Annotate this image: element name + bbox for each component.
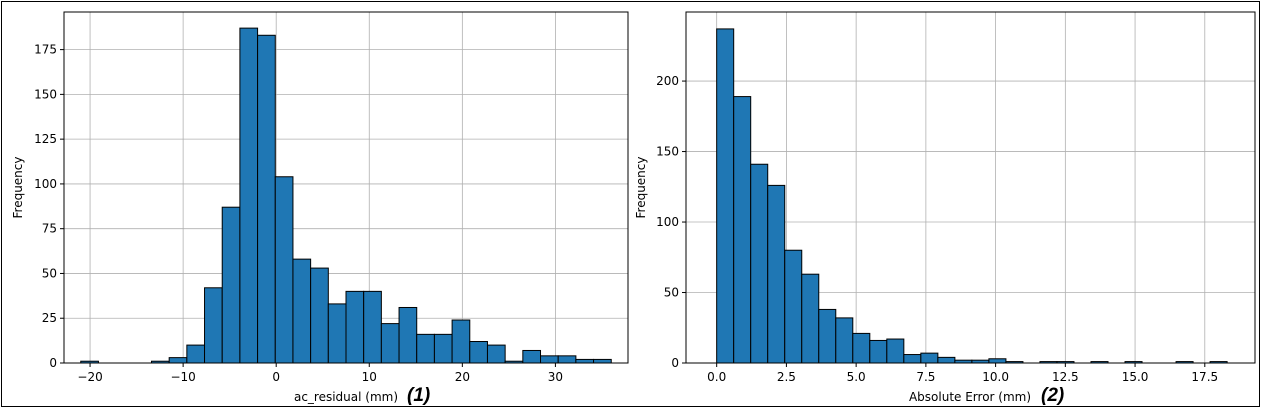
histogram-bar [327,303,347,364]
y-tick-label: 0 [49,356,57,370]
histogram-bar [988,358,1007,364]
histogram-bar [733,96,752,364]
histogram-bar [937,356,956,364]
histogram-bar [345,290,365,364]
histogram-bar [920,352,939,364]
panel-label-1: (1) [407,385,430,406]
histogram-bar [239,27,259,364]
bars-residual [80,27,612,364]
histogram-bar [750,163,769,364]
histogram-bar [380,323,400,364]
x-tick-label: 15.0 [1122,370,1149,384]
x-tick-label: 5.0 [847,370,866,384]
histogram-bar [852,332,871,364]
x-axis-label-absolute-error: Absolute Error (mm) [909,390,1031,404]
x-tick-label: 0 [272,370,280,384]
y-tick-label: 100 [656,215,679,229]
x-tick-label: −10 [170,370,195,384]
axes-frame-residual [63,11,629,364]
y-tick-label: 50 [42,266,57,280]
histogram-bar [575,358,595,364]
histogram-residual: −20 −10 0 10 20 30 0 25 50 75 100 125 150 175 ac_res… [11,11,629,406]
histogram-bar [869,339,888,364]
histogram-bar [593,358,612,364]
x-tick-label: 7.5 [916,370,935,384]
histogram-bar [451,319,471,364]
histogram-bar [801,273,820,364]
histogram-absolute-error: 0.0 2.5 5.0 7.5 10.0 12.5 15.0 17.5 0 50 100 150 20… [634,11,1256,406]
histogram-bar [469,341,488,364]
histogram-bar [540,355,559,364]
panel-label-2: (2) [1041,385,1064,406]
x-tick-label: 0.0 [707,370,726,384]
histogram-bar [486,344,506,364]
x-tick-label: 20 [455,370,470,384]
histogram-bar [903,354,922,364]
histogram-bar [818,308,837,364]
x-tick-label: 30 [548,370,563,384]
histogram-bar [204,287,223,364]
histogram-bar [767,184,786,364]
x-axis-label-residual: ac_residual (mm) [294,390,398,404]
y-tick-label: 175 [34,43,57,57]
histogram-bar [433,333,453,364]
y-tick-label: 100 [34,177,57,191]
x-tick-label: 10 [362,370,377,384]
y-tick-label: 75 [42,222,57,236]
histogram-bar [257,34,276,364]
histogram-bar [186,344,206,364]
y-tick-label: 200 [656,74,679,88]
y-tick-label: 50 [664,286,679,300]
y-tick-label: 150 [34,87,57,101]
histogram-bar [557,355,577,364]
x-ticks-residual: −20 −10 0 10 20 30 [77,363,563,384]
histogram-bar [292,258,312,364]
y-tick-label: 25 [42,311,57,325]
histogram-bar [716,28,735,364]
x-ticks-absolute-error: 0.0 2.5 5.0 7.5 10.0 12.5 15.0 17.5 [707,363,1218,384]
x-tick-label: 10.0 [982,370,1009,384]
y-axis-label-absolute-error: Frequency [634,157,648,219]
histogram-bar [416,333,435,364]
y-tick-label: 150 [656,145,679,159]
histogram-bar [398,306,418,364]
y-tick-label: 125 [34,132,57,146]
x-tick-label: 2.5 [777,370,796,384]
histogram-bar [168,357,188,364]
histogram-bar [221,206,241,364]
histogram-bar [363,290,382,364]
histogram-bar [522,349,542,364]
y-ticks-residual: 0 25 50 75 100 125 150 175 [34,43,64,370]
x-tick-label: 17.5 [1191,370,1218,384]
histogram-bar [274,176,294,364]
x-tick-label: −20 [77,370,102,384]
histogram-bar [835,317,854,364]
histogram-bar [310,267,329,364]
y-tick-label: 0 [671,356,679,370]
histogram-bar [784,249,803,364]
y-ticks-absolute-error: 0 50 100 150 200 [656,74,686,370]
x-tick-label: 12.5 [1052,370,1079,384]
histogram-bar [886,338,905,364]
axes-frame-absolute-error [685,11,1256,364]
y-axis-label-residual: Frequency [11,157,25,219]
